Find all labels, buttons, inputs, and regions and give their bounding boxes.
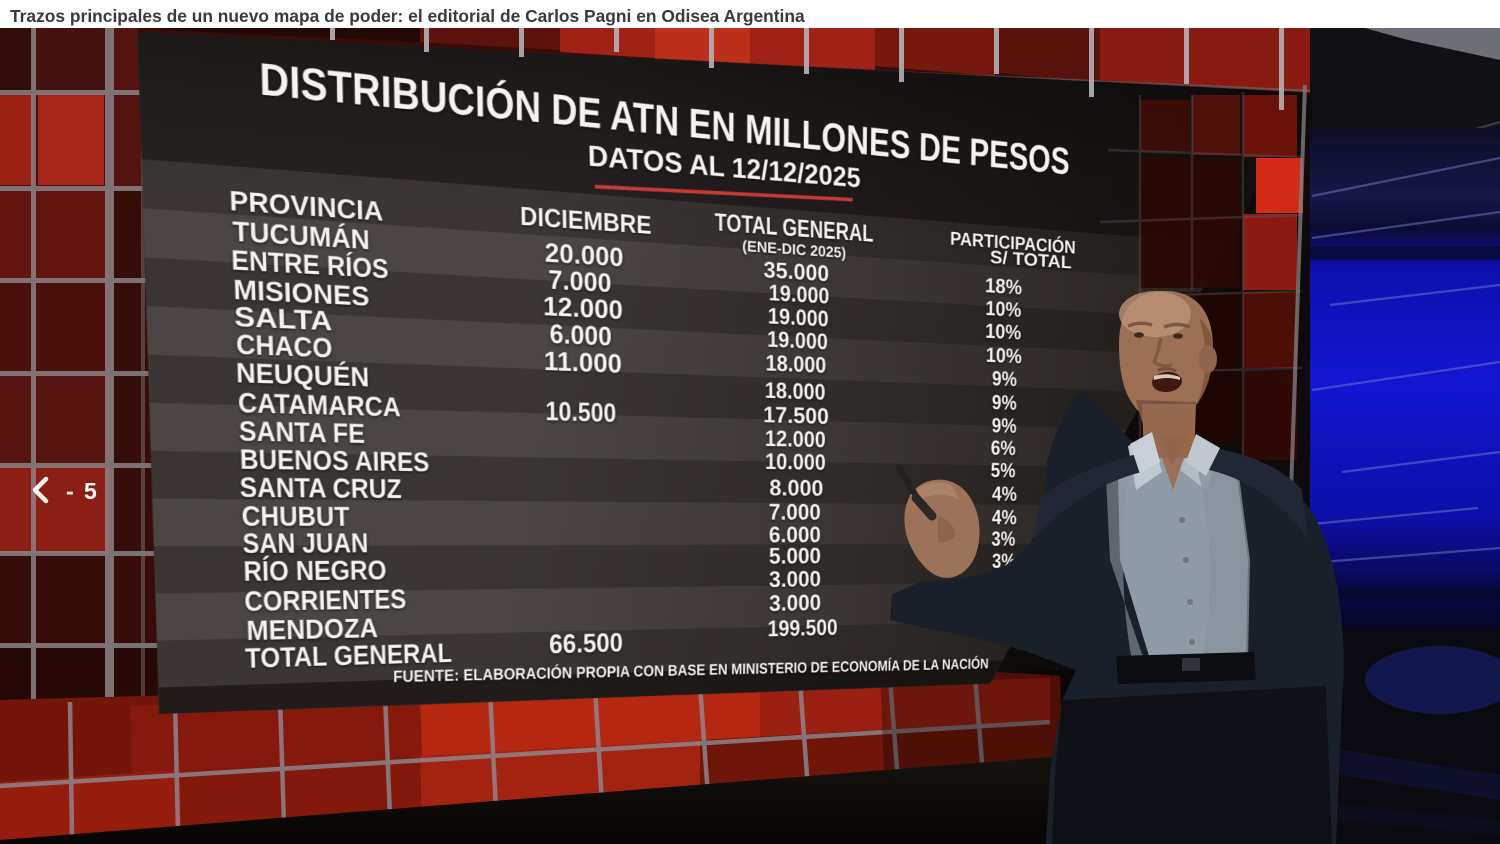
svg-text:- 5: - 5: [66, 478, 99, 504]
